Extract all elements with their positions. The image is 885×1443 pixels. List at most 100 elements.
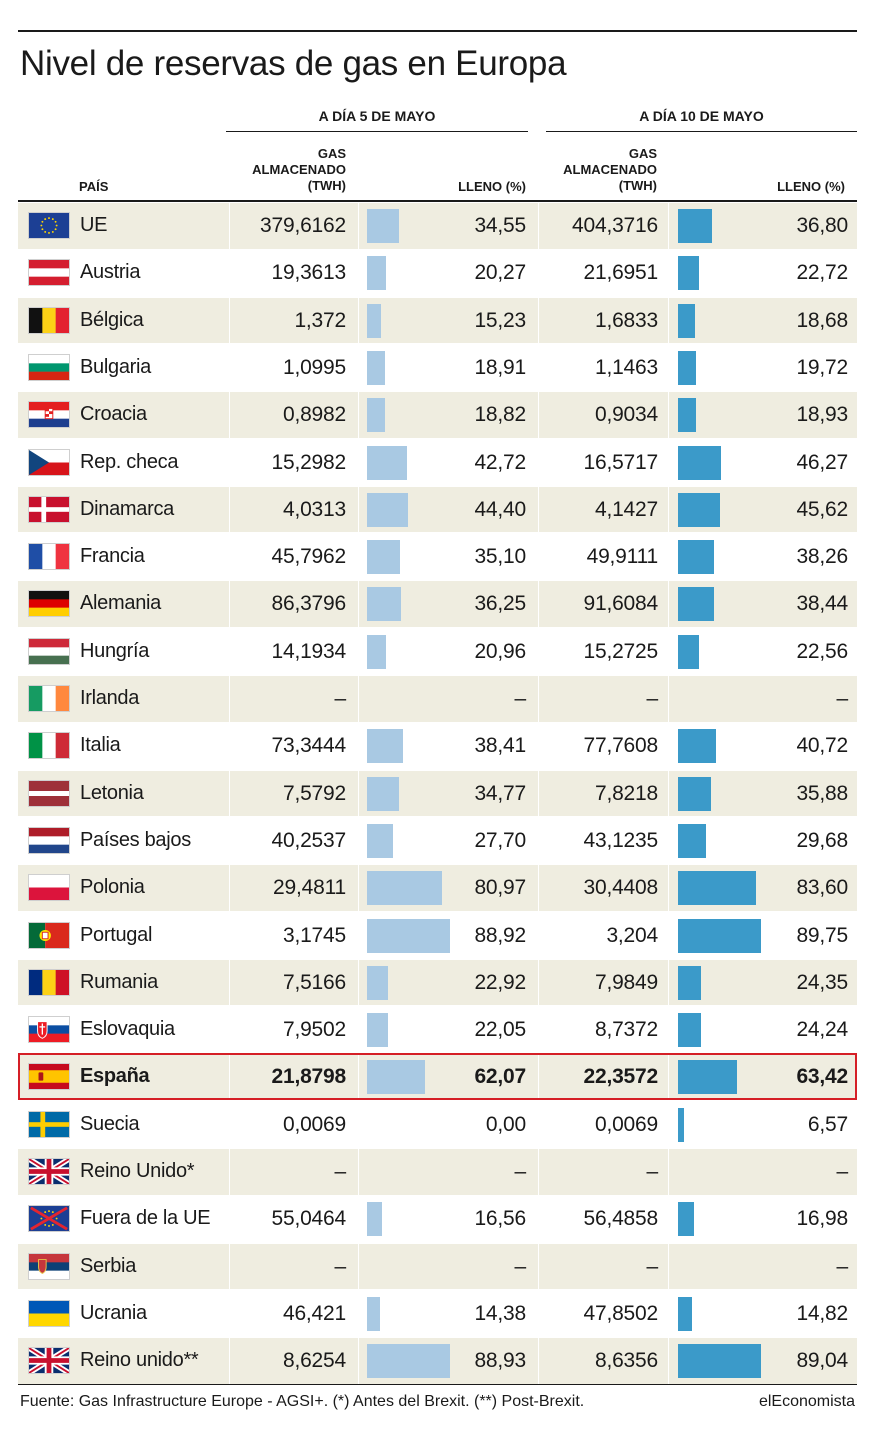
table-row: Irlanda – – – – [18, 676, 857, 722]
stored-may10-value: 21,6951 [583, 261, 658, 285]
bar-may10 [678, 634, 699, 669]
table-row: Hungría 14,1934 20,96 15,2725 22,56 [18, 629, 857, 675]
flag-icon [28, 401, 70, 429]
stored-may10-value: 1,6833 [594, 308, 658, 332]
full-may10-value: 18,68 [796, 308, 848, 332]
country-label: Eslovaquia [80, 1018, 175, 1041]
stored-may5-value: – [334, 1254, 347, 1278]
bar-may5 [367, 823, 393, 858]
bar-may10 [678, 1344, 761, 1379]
bar-may5 [367, 209, 400, 243]
bar-may10 [678, 1107, 685, 1142]
full-may5-value: 20,96 [474, 639, 526, 663]
full-may10-value: 24,35 [796, 970, 848, 994]
table-row: Bélgica 1,372 15,23 1,6833 18,68 [18, 297, 857, 344]
highlight-box [18, 1053, 857, 1101]
country-label: Portugal [80, 923, 153, 946]
column-separator [538, 203, 539, 1393]
flag-icon [28, 1063, 70, 1091]
full-may5-value: 0,00 [485, 1112, 526, 1136]
table-row: Croacia 0,8982 18,82 0,9034 18,93 [18, 392, 857, 438]
table-row: Dinamarca 4,0313 44,40 4,1427 45,62 [18, 486, 857, 533]
country-label: Ucrania [80, 1301, 147, 1324]
table-row: España 21,8798 62,07 22,3572 63,42 [18, 1054, 857, 1101]
stored-may10-value: 7,8218 [594, 781, 658, 805]
full-may10-value: 22,72 [796, 261, 848, 285]
column-separator [229, 203, 230, 1393]
country-label: Bulgaria [80, 355, 151, 378]
full-may10-value: – [836, 1160, 849, 1183]
full-may5-value: 27,70 [474, 828, 526, 852]
stored-may10-value: 3,204 [606, 923, 658, 947]
source-note: Fuente: Gas Infrastructure Europe - AGSI… [20, 1393, 585, 1410]
full-may10-value: 38,26 [796, 545, 848, 569]
column-header-full-may5: LLENO (%) [458, 179, 526, 194]
country-label: Francia [80, 545, 145, 568]
bar-may10 [678, 918, 762, 953]
country-label: Países bajos [80, 828, 191, 851]
country-label: España [80, 1065, 150, 1088]
stored-may5-value: 379,6162 [260, 214, 346, 237]
table-row: Países bajos 40,2537 27,70 43,1235 29,68 [18, 818, 857, 864]
full-may5-value: 34,77 [474, 781, 526, 805]
stored-may5-value: 14,1934 [271, 639, 346, 663]
stored-may10-value: 22,3572 [583, 1065, 658, 1089]
stored-may10-value: – [646, 687, 659, 710]
bar-may5 [367, 303, 382, 338]
country-label: Polonia [80, 876, 145, 899]
table-row: Letonia 7,5792 34,77 7,8218 35,88 [18, 770, 857, 817]
stored-may10-value: 43,1235 [583, 828, 658, 852]
full-may10-value: 19,72 [796, 355, 848, 379]
full-may5-value: – [514, 1254, 527, 1278]
stored-may10-value: 30,4408 [583, 876, 658, 900]
table-row: Reino Unido* – – – – [18, 1149, 857, 1195]
bar-may5 [367, 492, 409, 527]
stored-may10-value: 4,1427 [594, 497, 658, 521]
stored-may10-value: 16,5717 [583, 450, 658, 474]
full-may10-value: – [836, 687, 849, 710]
stored-may10-value: 8,6356 [594, 1349, 658, 1373]
stored-may5-value: 0,0069 [282, 1112, 346, 1136]
stored-may10-value: 91,6084 [583, 592, 658, 616]
full-may5-value: 15,23 [474, 308, 526, 332]
country-label: Alemania [80, 592, 161, 615]
brand-logo-text: elEconomista [758, 1393, 855, 1410]
bar-may10 [678, 398, 696, 433]
bar-may10 [678, 1013, 701, 1048]
flag-icon [28, 1299, 70, 1327]
country-label: Croacia [80, 403, 147, 426]
country-label: Letonia [80, 781, 144, 804]
stored-may5-value: 21,8798 [271, 1065, 346, 1089]
flag-icon [28, 212, 70, 239]
full-may5-value: 38,41 [474, 734, 526, 758]
bar-may5 [367, 445, 407, 480]
stored-may10-value: 0,0069 [594, 1112, 658, 1136]
flag-icon [28, 590, 70, 618]
stored-may5-value: 86,3796 [271, 592, 346, 616]
full-may5-value: 22,92 [474, 970, 526, 994]
flag-icon [28, 306, 70, 334]
stored-may5-value: 46,421 [282, 1301, 346, 1325]
country-label: Bélgica [80, 308, 144, 331]
group-rule-may10 [546, 131, 857, 132]
flag-icon [28, 968, 70, 996]
flag-icon [28, 874, 70, 902]
column-separator [358, 203, 359, 1393]
country-label: Austria [80, 261, 141, 284]
bar-may5 [367, 776, 400, 811]
country-label: Hungría [80, 639, 150, 662]
table-row: Eslovaquia 7,9502 22,05 8,7372 24,24 [18, 1007, 857, 1053]
full-may5-value: 16,56 [474, 1207, 526, 1231]
stored-may5-value: 73,3444 [271, 734, 346, 758]
stored-may5-value: – [334, 1160, 347, 1183]
full-may5-value: 14,38 [474, 1301, 526, 1325]
bar-may5 [367, 1013, 388, 1048]
country-label: Rumania [80, 970, 158, 993]
bar-may5 [367, 634, 387, 669]
bar-may5 [367, 918, 450, 953]
flag-icon [28, 826, 70, 854]
bar-may10 [678, 350, 697, 385]
country-label: Fuera de la UE [80, 1207, 211, 1230]
stored-may10-value: 404,3716 [572, 214, 658, 237]
flag-icon [28, 637, 70, 665]
